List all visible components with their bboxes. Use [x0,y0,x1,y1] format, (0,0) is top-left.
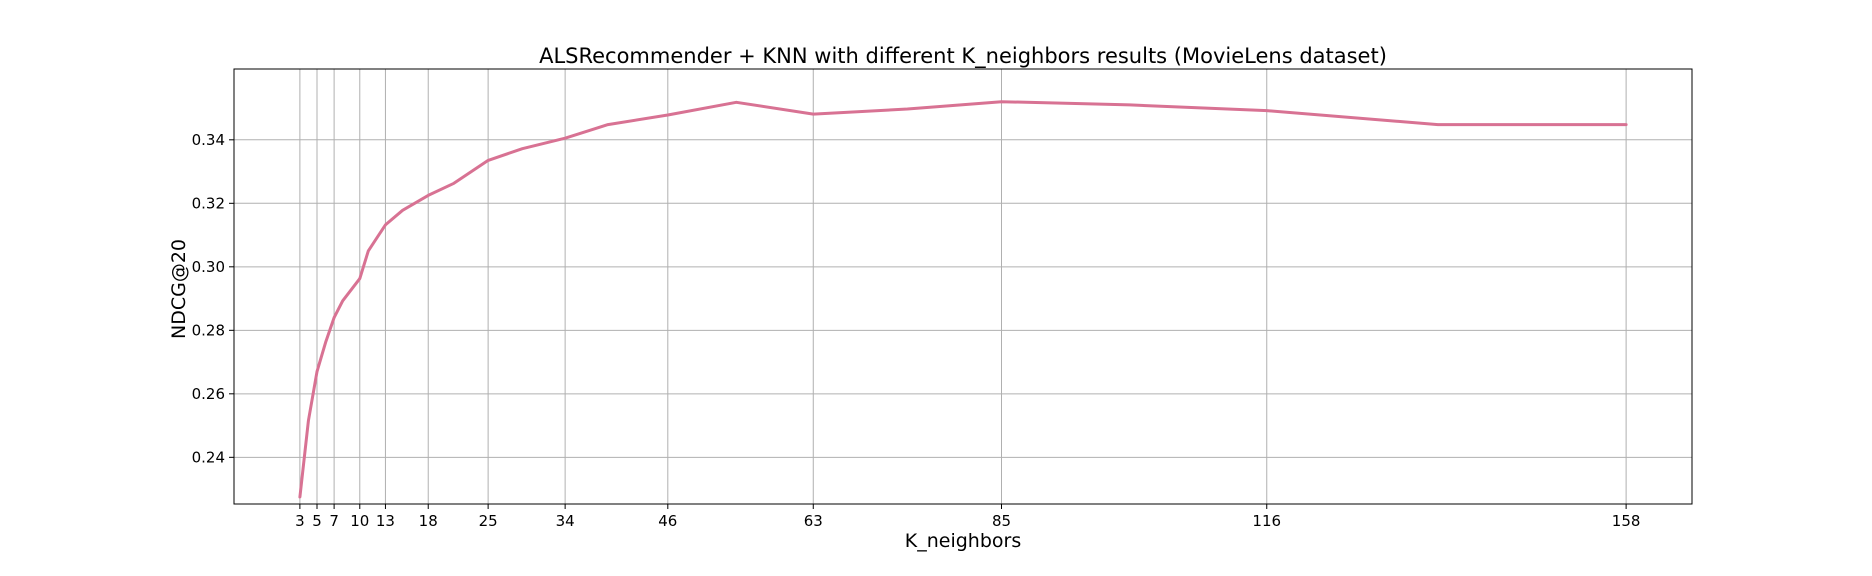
data-point [1128,104,1131,106]
x-tick-label: 7 [329,512,339,530]
x-tick-label: 3 [295,512,305,530]
data-point [666,114,669,116]
data-point [1437,123,1439,126]
data-point [316,370,318,373]
x-tick-label: 13 [376,512,395,530]
x-axis-label: K_neighbors [905,530,1021,552]
x-tick-label: 85 [992,512,1011,530]
data-point [341,299,344,302]
y-tick-label: 0.28 [192,321,225,339]
data-point [607,123,609,126]
y-tick-label: 0.32 [192,194,225,212]
data-point [1265,109,1268,112]
data-point [307,419,310,422]
x-tick-label: 5 [312,512,322,530]
data-point [521,147,524,150]
plot-frame [233,68,1693,505]
data-point [735,101,738,104]
data-point [358,277,361,280]
data-point [564,137,566,140]
series-line [298,100,1628,499]
data-point [401,209,404,212]
data-point [324,341,327,344]
grid-layer [234,69,1692,504]
data-point [1625,123,1627,126]
y-axis: 0.24 0.26 0.28 0.30 0.32 0.34 [192,131,234,466]
chart-title: ALSRecommender + KNN with different K_ne… [539,44,1387,69]
x-tick-label: 116 [1252,512,1281,530]
data-point [367,250,370,252]
data-point [384,224,387,226]
x-tick-label: 46 [658,512,677,530]
y-tick-label: 0.24 [192,448,225,466]
data-point [453,182,455,185]
x-axis: 3 5 7 10 13 18 25 34 46 63 85 116 158 [295,504,1640,530]
x-tick-label: 63 [804,512,823,530]
data-point [1000,100,1003,103]
y-tick-label: 0.26 [192,385,225,403]
data-point [333,316,335,319]
data-point [427,194,430,197]
y-tick-label: 0.34 [192,131,225,149]
data-point [906,108,909,110]
x-tick-label: 158 [1612,512,1641,530]
x-tick-label: 10 [350,512,369,530]
y-tick-label: 0.30 [192,258,225,276]
x-tick-label: 34 [556,512,575,530]
data-point [299,496,301,498]
y-axis-label: NDCG@20 [168,239,190,339]
x-tick-label: 18 [419,512,438,530]
data-point [812,113,815,115]
x-tick-label: 25 [479,512,498,530]
series-layer [298,100,1628,499]
data-point [487,159,489,162]
